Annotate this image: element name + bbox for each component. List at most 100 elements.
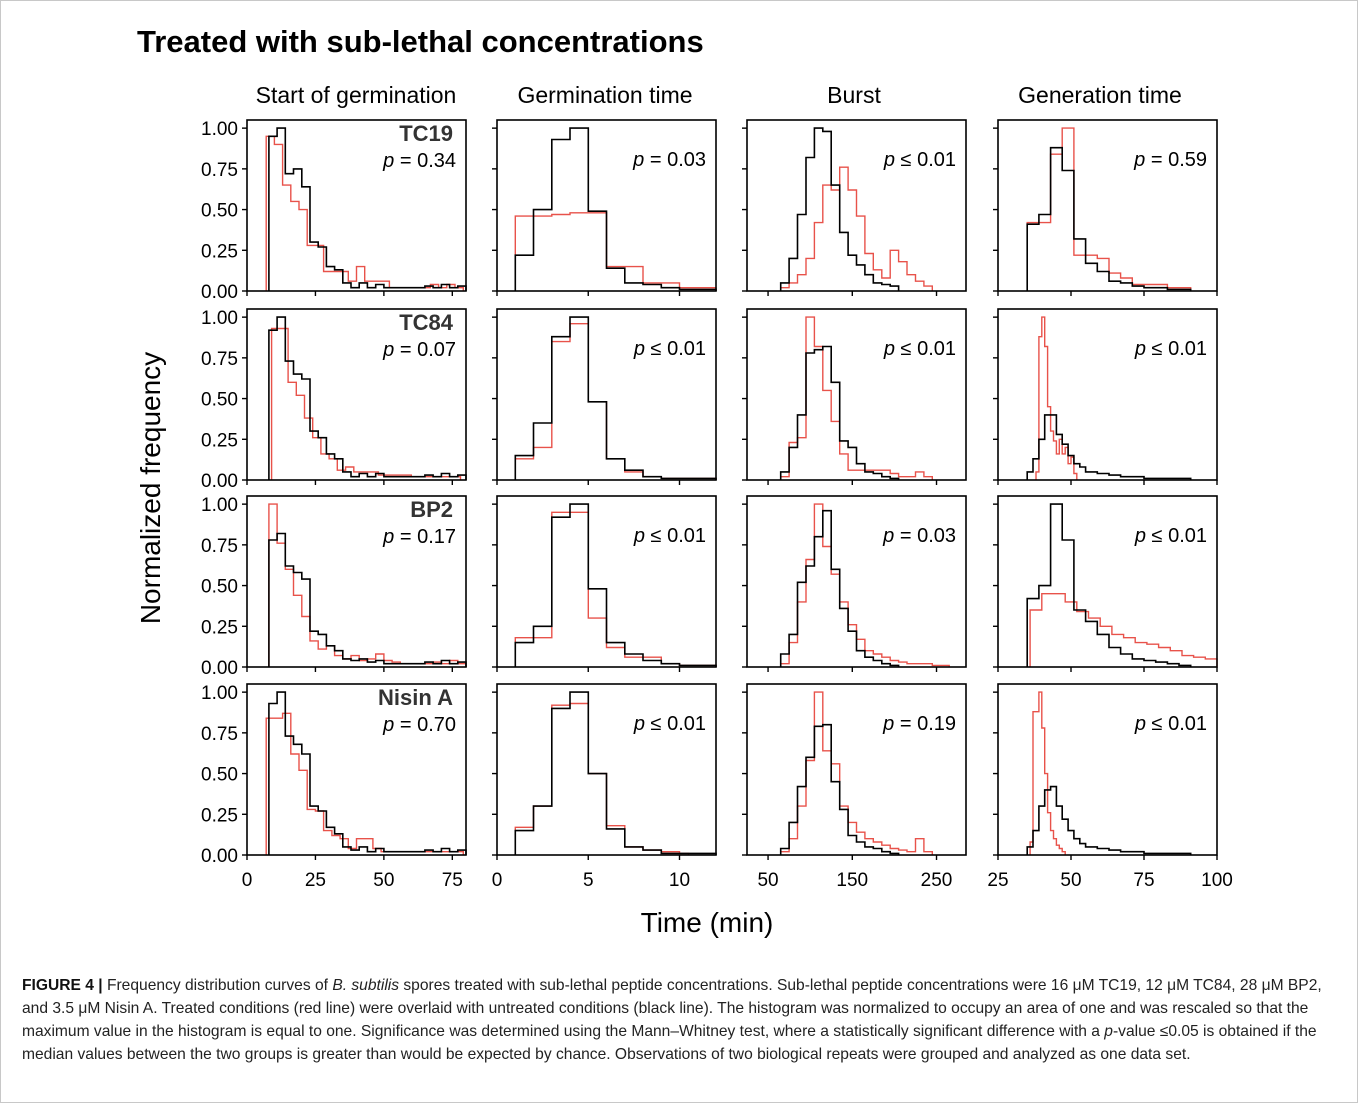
row-label: TC19: [399, 121, 453, 146]
y-tick-label: 0.00: [201, 658, 238, 679]
p-value-annotation: p = 0.19: [882, 713, 956, 735]
panel-axes-frame: [746, 119, 967, 292]
column-titles: Start of germination Germination time Bu…: [256, 82, 1182, 108]
histogram-treated: [1035, 316, 1078, 480]
panel-axes-frame: [496, 683, 717, 856]
histogram-treated: [1029, 593, 1218, 667]
y-axis-label: Normalized frequency: [135, 352, 166, 624]
y-tick-label: 0.00: [201, 846, 238, 867]
histogram-untreated: [268, 691, 467, 855]
panel-bp2-germination-time: p ≤ 0.01: [492, 495, 717, 672]
panel-tc19-germination-time: p = 0.03: [492, 119, 717, 296]
p-value-annotation: p ≤ 0.01: [633, 713, 706, 735]
panel-tc84-start-of-germination: 0.00 0.25 0.50 0.75 1.00 TC84 p = 0.07: [201, 308, 467, 492]
p-value-annotation: p = 0.70: [382, 714, 456, 736]
y-tick-label: 0.00: [201, 471, 238, 492]
panel-axes-frame: [997, 308, 1218, 481]
x-tick-label: 25: [987, 870, 1008, 891]
y-tick-label: 1.00: [201, 119, 238, 140]
figure-canvas: Treated with sub-lethal concentrations N…: [135, 24, 1233, 938]
histogram-treated: [780, 316, 933, 480]
caption-text-2: spores treated with sub-lethal peptide c…: [22, 977, 1322, 1040]
histogram-untreated: [779, 509, 900, 667]
panel-axes-frame: [496, 308, 717, 481]
panel-nisin-a-germination-time: 0 5 10 p ≤ 0.01: [492, 683, 717, 891]
histogram-untreated: [514, 316, 717, 480]
caption-text-1: Frequency distribution curves of: [102, 977, 333, 994]
caption-pvalue-word: p: [1104, 1023, 1113, 1040]
panel-nisin-a-burst: 50 150 250 p = 0.19: [742, 683, 967, 891]
histogram-untreated: [1026, 503, 1192, 667]
p-value-annotation: p ≤ 0.01: [633, 525, 706, 547]
y-tick-label: 1.00: [201, 683, 238, 704]
histogram-untreated: [268, 532, 467, 667]
y-tick-label: 0.25: [201, 241, 238, 262]
panel-tc84-burst: p ≤ 0.01: [742, 308, 967, 485]
y-tick-label: 0.75: [201, 349, 238, 370]
column-title-germination-time: Germination time: [517, 82, 692, 108]
histogram-untreated: [779, 127, 900, 291]
panel-axes-frame: [746, 683, 967, 856]
histogram-untreated: [1026, 146, 1192, 291]
y-tick-label: 0.25: [201, 617, 238, 638]
row-label: TC84: [399, 310, 454, 335]
histogram-untreated: [1026, 414, 1192, 480]
p-value-annotation: p ≤ 0.01: [1134, 713, 1207, 735]
y-tick-label: 1.00: [201, 495, 238, 516]
panel-bp2-burst: p = 0.03: [742, 495, 967, 672]
panel-tc84-germination-time: p ≤ 0.01: [492, 308, 717, 485]
row-label: Nisin A: [378, 685, 453, 710]
caption-text-3: -value ≤0.05 is obtained if the median v…: [22, 1023, 1317, 1063]
y-tick-label: 0.00: [201, 282, 238, 303]
histogram-treated: [265, 135, 464, 291]
p-value-annotation: p ≤ 0.01: [1134, 525, 1207, 547]
panel-tc19-start-of-germination: 0.00 0.25 0.50 0.75 1.00 TC19 p = 0.34: [201, 119, 467, 303]
y-tick-label: 0.50: [201, 390, 238, 411]
panel-axes-frame: [496, 495, 717, 668]
panel-bp2-generation-time: p ≤ 0.01: [993, 495, 1218, 672]
panel-nisin-a-generation-time: 25 50 75 100 p ≤ 0.01: [987, 683, 1233, 891]
p-value-annotation: p = 0.03: [882, 525, 956, 547]
y-tick-label: 0.50: [201, 765, 238, 786]
histogram-untreated: [779, 723, 900, 855]
x-tick-label: 50: [757, 870, 778, 891]
panel-axes-frame: [246, 119, 467, 292]
panel-axes-frame: [496, 119, 717, 292]
figure-caption: FIGURE 4 | Frequency distribution curves…: [22, 974, 1338, 1066]
x-tick-label: 5: [583, 870, 594, 891]
y-tick-label: 0.50: [201, 577, 238, 598]
y-tick-label: 0.75: [201, 536, 238, 557]
histogram-untreated: [1026, 785, 1192, 855]
y-tick-label: 0.75: [201, 160, 238, 181]
column-title-burst: Burst: [827, 82, 881, 108]
p-value-annotation: p ≤ 0.01: [633, 338, 706, 360]
x-tick-label: 150: [836, 870, 868, 891]
histogram-treated: [780, 166, 933, 291]
panel-axes-frame: [746, 308, 967, 481]
x-axis-label: Time (min): [641, 907, 774, 938]
column-title-generation-time: Generation time: [1018, 82, 1182, 108]
p-value-annotation: p = 0.03: [632, 149, 706, 171]
p-value-annotation: p = 0.59: [1133, 149, 1207, 171]
p-value-annotation: p = 0.17: [382, 526, 456, 548]
histogram-untreated: [268, 316, 467, 480]
y-tick-label: 0.25: [201, 805, 238, 826]
x-tick-label: 50: [1060, 870, 1081, 891]
panel-axes-frame: [997, 495, 1218, 668]
panel-tc84-generation-time: p ≤ 0.01: [993, 308, 1218, 485]
p-value-annotation: p ≤ 0.01: [883, 338, 956, 360]
histogram-treated: [780, 691, 933, 855]
figure-title: Treated with sub-lethal concentrations: [137, 24, 704, 59]
p-value-annotation: p = 0.07: [382, 339, 456, 361]
panel-axes-frame: [246, 495, 467, 668]
x-tick-label: 0: [492, 870, 503, 891]
x-tick-label: 75: [442, 870, 463, 891]
histogram-untreated: [514, 503, 717, 667]
y-tick-label: 1.00: [201, 308, 238, 329]
panel-axes-frame: [246, 308, 467, 481]
panel-nisin-a-start-of-germination: 0.00 0.25 0.50 0.75 1.00 0 25 50 75 Nisin A p = 0.…: [201, 683, 467, 891]
panel-bp2-start-of-germination: 0.00 0.25 0.50 0.75 1.00 BP2 p = 0.17: [201, 495, 467, 679]
row-label: BP2: [410, 497, 453, 522]
histogram-untreated: [779, 345, 900, 480]
panel-tc19-burst: p ≤ 0.01: [742, 119, 967, 296]
